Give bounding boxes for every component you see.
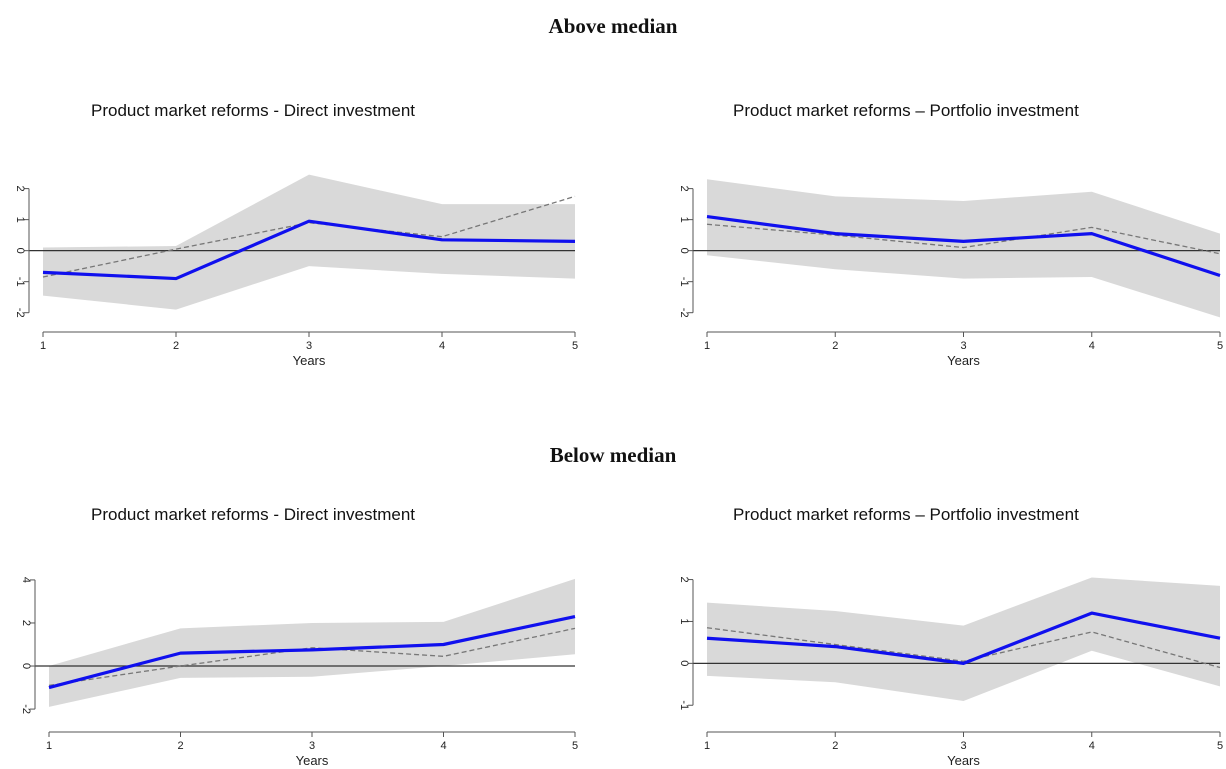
y-tick-label: 0 — [14, 248, 26, 254]
panel-title-above-portfolio: Product market reforms – Portfolio inves… — [733, 101, 1079, 120]
x-tick-label: 5 — [1217, 740, 1223, 752]
y-tick-label: 2 — [20, 620, 32, 626]
y-tick-label: -1 — [678, 700, 690, 710]
x-tick-label: 1 — [46, 740, 52, 752]
x-tick-label: 4 — [1089, 740, 1095, 752]
estimate-line — [706, 214, 1221, 277]
y-tick-label: -2 — [20, 704, 32, 714]
estimate-line — [48, 614, 576, 690]
y-tick-label: 2 — [14, 186, 26, 192]
confidence-band — [707, 577, 1220, 702]
y-tick-label: 0 — [678, 248, 690, 254]
y-tick-label: 4 — [20, 577, 32, 583]
y-tick-label: -2 — [14, 308, 26, 318]
estimate-line — [706, 611, 1221, 665]
x-tick-label: 2 — [173, 340, 179, 352]
y-tick-label: 0 — [20, 663, 32, 669]
x-tick-label: 3 — [960, 340, 966, 352]
x-axis-label: Years — [293, 353, 326, 368]
x-tick-label: 4 — [1089, 340, 1095, 352]
y-tick-label: 2 — [678, 186, 690, 192]
panel-title-below-portfolio: Product market reforms – Portfolio inves… — [733, 505, 1079, 524]
x-axis-label: Years — [947, 353, 980, 368]
confidence-band — [49, 578, 575, 707]
x-tick-label: 2 — [832, 740, 838, 752]
x-tick-label: 3 — [960, 740, 966, 752]
x-tick-label: 5 — [572, 340, 578, 352]
confidence-band — [707, 179, 1220, 318]
y-tick-label: -1 — [14, 277, 26, 287]
x-tick-label: 4 — [440, 740, 446, 752]
x-tick-label: 1 — [704, 340, 710, 352]
section-title-above-median: Above median — [548, 14, 678, 38]
comparison-dashed-line — [48, 627, 576, 687]
x-tick-label: 5 — [1217, 340, 1223, 352]
comparison-dashed-line — [42, 195, 576, 278]
x-tick-label: 1 — [40, 340, 46, 352]
y-tick-label: 1 — [14, 217, 26, 223]
x-tick-label: 3 — [309, 740, 315, 752]
comparison-dashed-line — [706, 627, 1221, 669]
section-title-below-median: Below median — [549, 443, 677, 467]
x-tick-label: 4 — [439, 340, 445, 352]
x-axis-label: Years — [947, 753, 980, 768]
x-tick-label: 2 — [832, 340, 838, 352]
y-tick-label: 2 — [678, 577, 690, 583]
y-tick-label: -1 — [678, 277, 690, 287]
y-tick-label: -2 — [678, 308, 690, 318]
x-tick-label: 5 — [572, 740, 578, 752]
panel-title-above-direct: Product market reforms - Direct investme… — [91, 101, 416, 120]
estimate-line — [42, 219, 576, 281]
panel-title-below-direct: Product market reforms - Direct investme… — [91, 505, 416, 524]
x-tick-label: 3 — [306, 340, 312, 352]
confidence-band — [43, 174, 575, 310]
x-tick-label: 2 — [177, 740, 183, 752]
y-tick-label: 1 — [678, 217, 690, 223]
y-tick-label: 1 — [678, 618, 690, 624]
comparison-dashed-line — [706, 223, 1221, 255]
x-tick-label: 1 — [704, 740, 710, 752]
x-axis-label: Years — [296, 753, 329, 768]
y-tick-label: 0 — [678, 660, 690, 666]
